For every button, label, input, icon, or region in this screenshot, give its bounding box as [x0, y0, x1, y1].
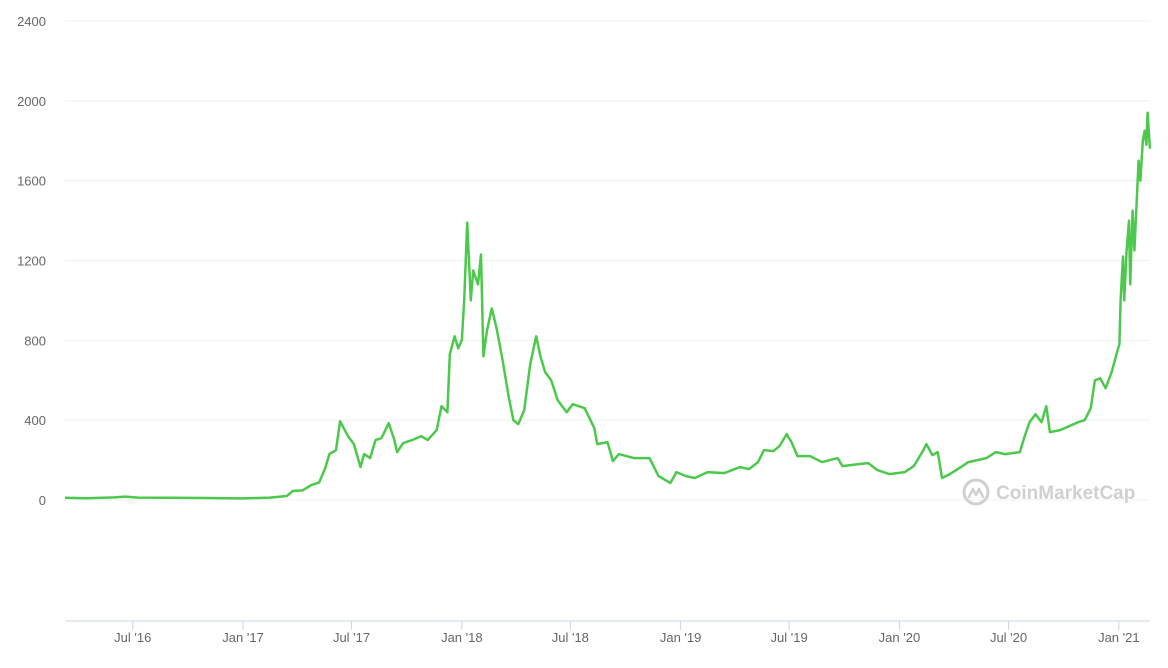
y-tick-label: 2000 [17, 94, 46, 109]
x-tick-label: Jul '18 [552, 630, 589, 645]
x-tick-label: Jan '20 [879, 630, 921, 645]
grid-lines [65, 20, 1150, 501]
y-tick-label: 1600 [17, 174, 46, 189]
x-axis-ticks: Jul '16 Jan '17 Jul '17 Jan '18 Jul '18 Jan '… [114, 621, 1140, 645]
y-axis-ticks: 0 400 800 1200 1600 2000 2400 [17, 14, 46, 508]
x-tick-label: Jan '21 [1098, 630, 1140, 645]
y-tick-label: 1200 [17, 254, 46, 269]
y-tick-label: 0 [39, 493, 46, 508]
y-tick-label: 800 [24, 333, 46, 348]
coinmarketcap-logo-icon [962, 478, 990, 506]
watermark: CoinMarketCap [962, 478, 1135, 506]
x-tick-label: Jan '17 [222, 630, 264, 645]
x-tick-label: Jul '17 [333, 630, 370, 645]
x-tick-label: Jan '18 [441, 630, 483, 645]
x-tick-label: Jul '20 [990, 630, 1027, 645]
x-tick-label: Jan '19 [660, 630, 702, 645]
y-tick-label: 2400 [17, 14, 46, 29]
y-tick-label: 400 [24, 413, 46, 428]
watermark-text: CoinMarketCap [996, 483, 1135, 504]
price-line [64, 111, 1152, 500]
x-tick-label: Jul '19 [771, 630, 808, 645]
x-tick-label: Jul '16 [114, 630, 151, 645]
